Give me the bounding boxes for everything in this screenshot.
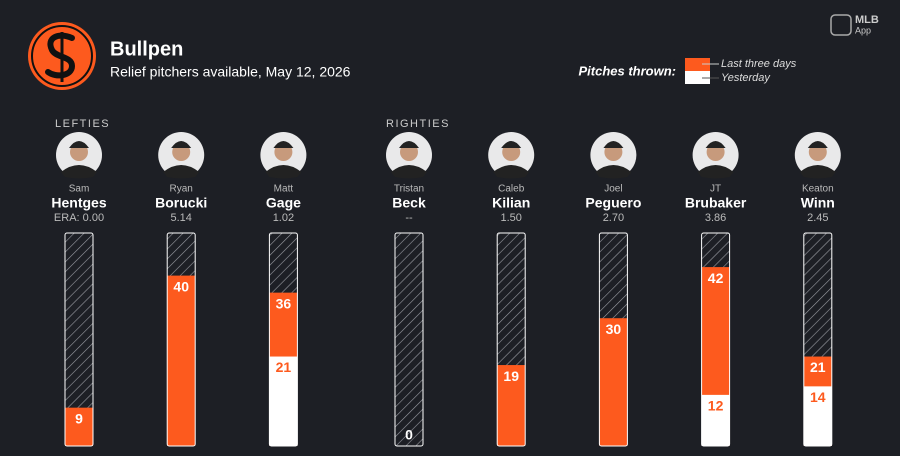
last-name: Brubaker bbox=[685, 195, 747, 211]
last-name: Borucki bbox=[155, 195, 207, 211]
avatar-body bbox=[391, 165, 427, 179]
bar-yesterday bbox=[803, 386, 832, 446]
bar-yesterday bbox=[701, 394, 730, 446]
avatar-body bbox=[493, 165, 530, 179]
legend-swatch bbox=[685, 71, 710, 84]
avatar bbox=[590, 132, 637, 179]
last-name: Hentges bbox=[51, 195, 106, 211]
value-label: 19 bbox=[503, 368, 519, 384]
era: 2.45 bbox=[807, 212, 828, 224]
bar-frame bbox=[394, 232, 424, 447]
avatar-body bbox=[163, 165, 200, 179]
value-label: 40 bbox=[173, 278, 189, 294]
era: -- bbox=[405, 212, 413, 224]
last-name: Kilian bbox=[492, 195, 530, 211]
era: 3.86 bbox=[705, 212, 726, 224]
bar-frame bbox=[496, 232, 526, 447]
value-label: 30 bbox=[606, 321, 622, 337]
last-name: Peguero bbox=[585, 195, 641, 211]
avatar-cap bbox=[399, 141, 419, 148]
last-name: Beck bbox=[392, 195, 426, 211]
avatar bbox=[56, 132, 102, 179]
last-name: Gage bbox=[266, 195, 301, 211]
avatar-cap bbox=[273, 141, 294, 148]
first-name: Ryan bbox=[170, 184, 193, 195]
avatar-cap bbox=[807, 141, 828, 148]
first-name: Keaton bbox=[802, 184, 834, 195]
legend-title: Pitches thrown: bbox=[578, 63, 676, 78]
group-label: RIGHTIES bbox=[386, 118, 450, 130]
avatar-cap bbox=[501, 141, 522, 148]
avatar-cap bbox=[171, 141, 192, 148]
avatar-body bbox=[61, 165, 97, 179]
first-name: Sam bbox=[69, 184, 90, 195]
subtitle: Relief pitchers available, May 12, 2026 bbox=[110, 64, 351, 80]
legend-swatch bbox=[685, 58, 710, 71]
first-name: Joel bbox=[604, 184, 622, 195]
avatar bbox=[260, 132, 307, 179]
bar-frame bbox=[64, 232, 94, 447]
bar-last-three-days bbox=[65, 407, 93, 446]
legend-label: Yesterday bbox=[721, 72, 771, 84]
first-name: JT bbox=[710, 184, 721, 195]
bar-frame bbox=[268, 232, 298, 447]
group-label: LEFTIES bbox=[55, 118, 110, 130]
first-name: Tristan bbox=[394, 184, 424, 195]
era: 1.02 bbox=[273, 212, 294, 224]
first-name: Caleb bbox=[498, 184, 525, 195]
era: 5.14 bbox=[170, 212, 191, 224]
logo bbox=[28, 22, 96, 90]
bar-last-three-days bbox=[497, 365, 526, 446]
value-label: 21 bbox=[276, 359, 292, 375]
avatar-body bbox=[595, 165, 632, 179]
bar-frame bbox=[166, 232, 196, 447]
avatar-body bbox=[697, 165, 734, 179]
value-label: 0 bbox=[405, 427, 413, 443]
avatar-body bbox=[265, 165, 302, 179]
brand: MLB App bbox=[830, 14, 879, 36]
bar-frame bbox=[803, 232, 833, 447]
era: 2.70 bbox=[603, 212, 624, 224]
avatar-cap bbox=[69, 141, 89, 148]
bar-track bbox=[395, 233, 423, 446]
avatar bbox=[794, 132, 841, 179]
value-label: 21 bbox=[810, 359, 826, 375]
avatar bbox=[692, 132, 739, 179]
brand-sub: App bbox=[855, 25, 871, 35]
first-name: Matt bbox=[274, 184, 294, 195]
bar-last-three-days bbox=[599, 318, 628, 446]
avatar-cap bbox=[603, 141, 624, 148]
era: ERA: 0.00 bbox=[54, 212, 104, 224]
value-label: 9 bbox=[75, 410, 83, 426]
last-name: Winn bbox=[801, 195, 835, 211]
bar-last-three-days bbox=[167, 275, 196, 446]
bar-yesterday bbox=[269, 356, 298, 446]
brand-name: MLB bbox=[855, 14, 879, 26]
avatar bbox=[158, 132, 205, 179]
bar-frame bbox=[598, 232, 628, 447]
value-label: 12 bbox=[708, 398, 724, 414]
avatar-body bbox=[799, 165, 836, 179]
avatar-cap bbox=[705, 141, 726, 148]
value-label: 42 bbox=[708, 270, 724, 286]
value-label: 36 bbox=[276, 295, 292, 311]
bar-frame bbox=[701, 232, 731, 447]
title: Bullpen bbox=[110, 38, 183, 60]
avatar bbox=[488, 132, 535, 179]
value-label: 14 bbox=[810, 389, 826, 405]
legend-label: Last three days bbox=[721, 58, 797, 70]
era: 1.50 bbox=[500, 212, 521, 224]
avatar bbox=[386, 132, 432, 179]
